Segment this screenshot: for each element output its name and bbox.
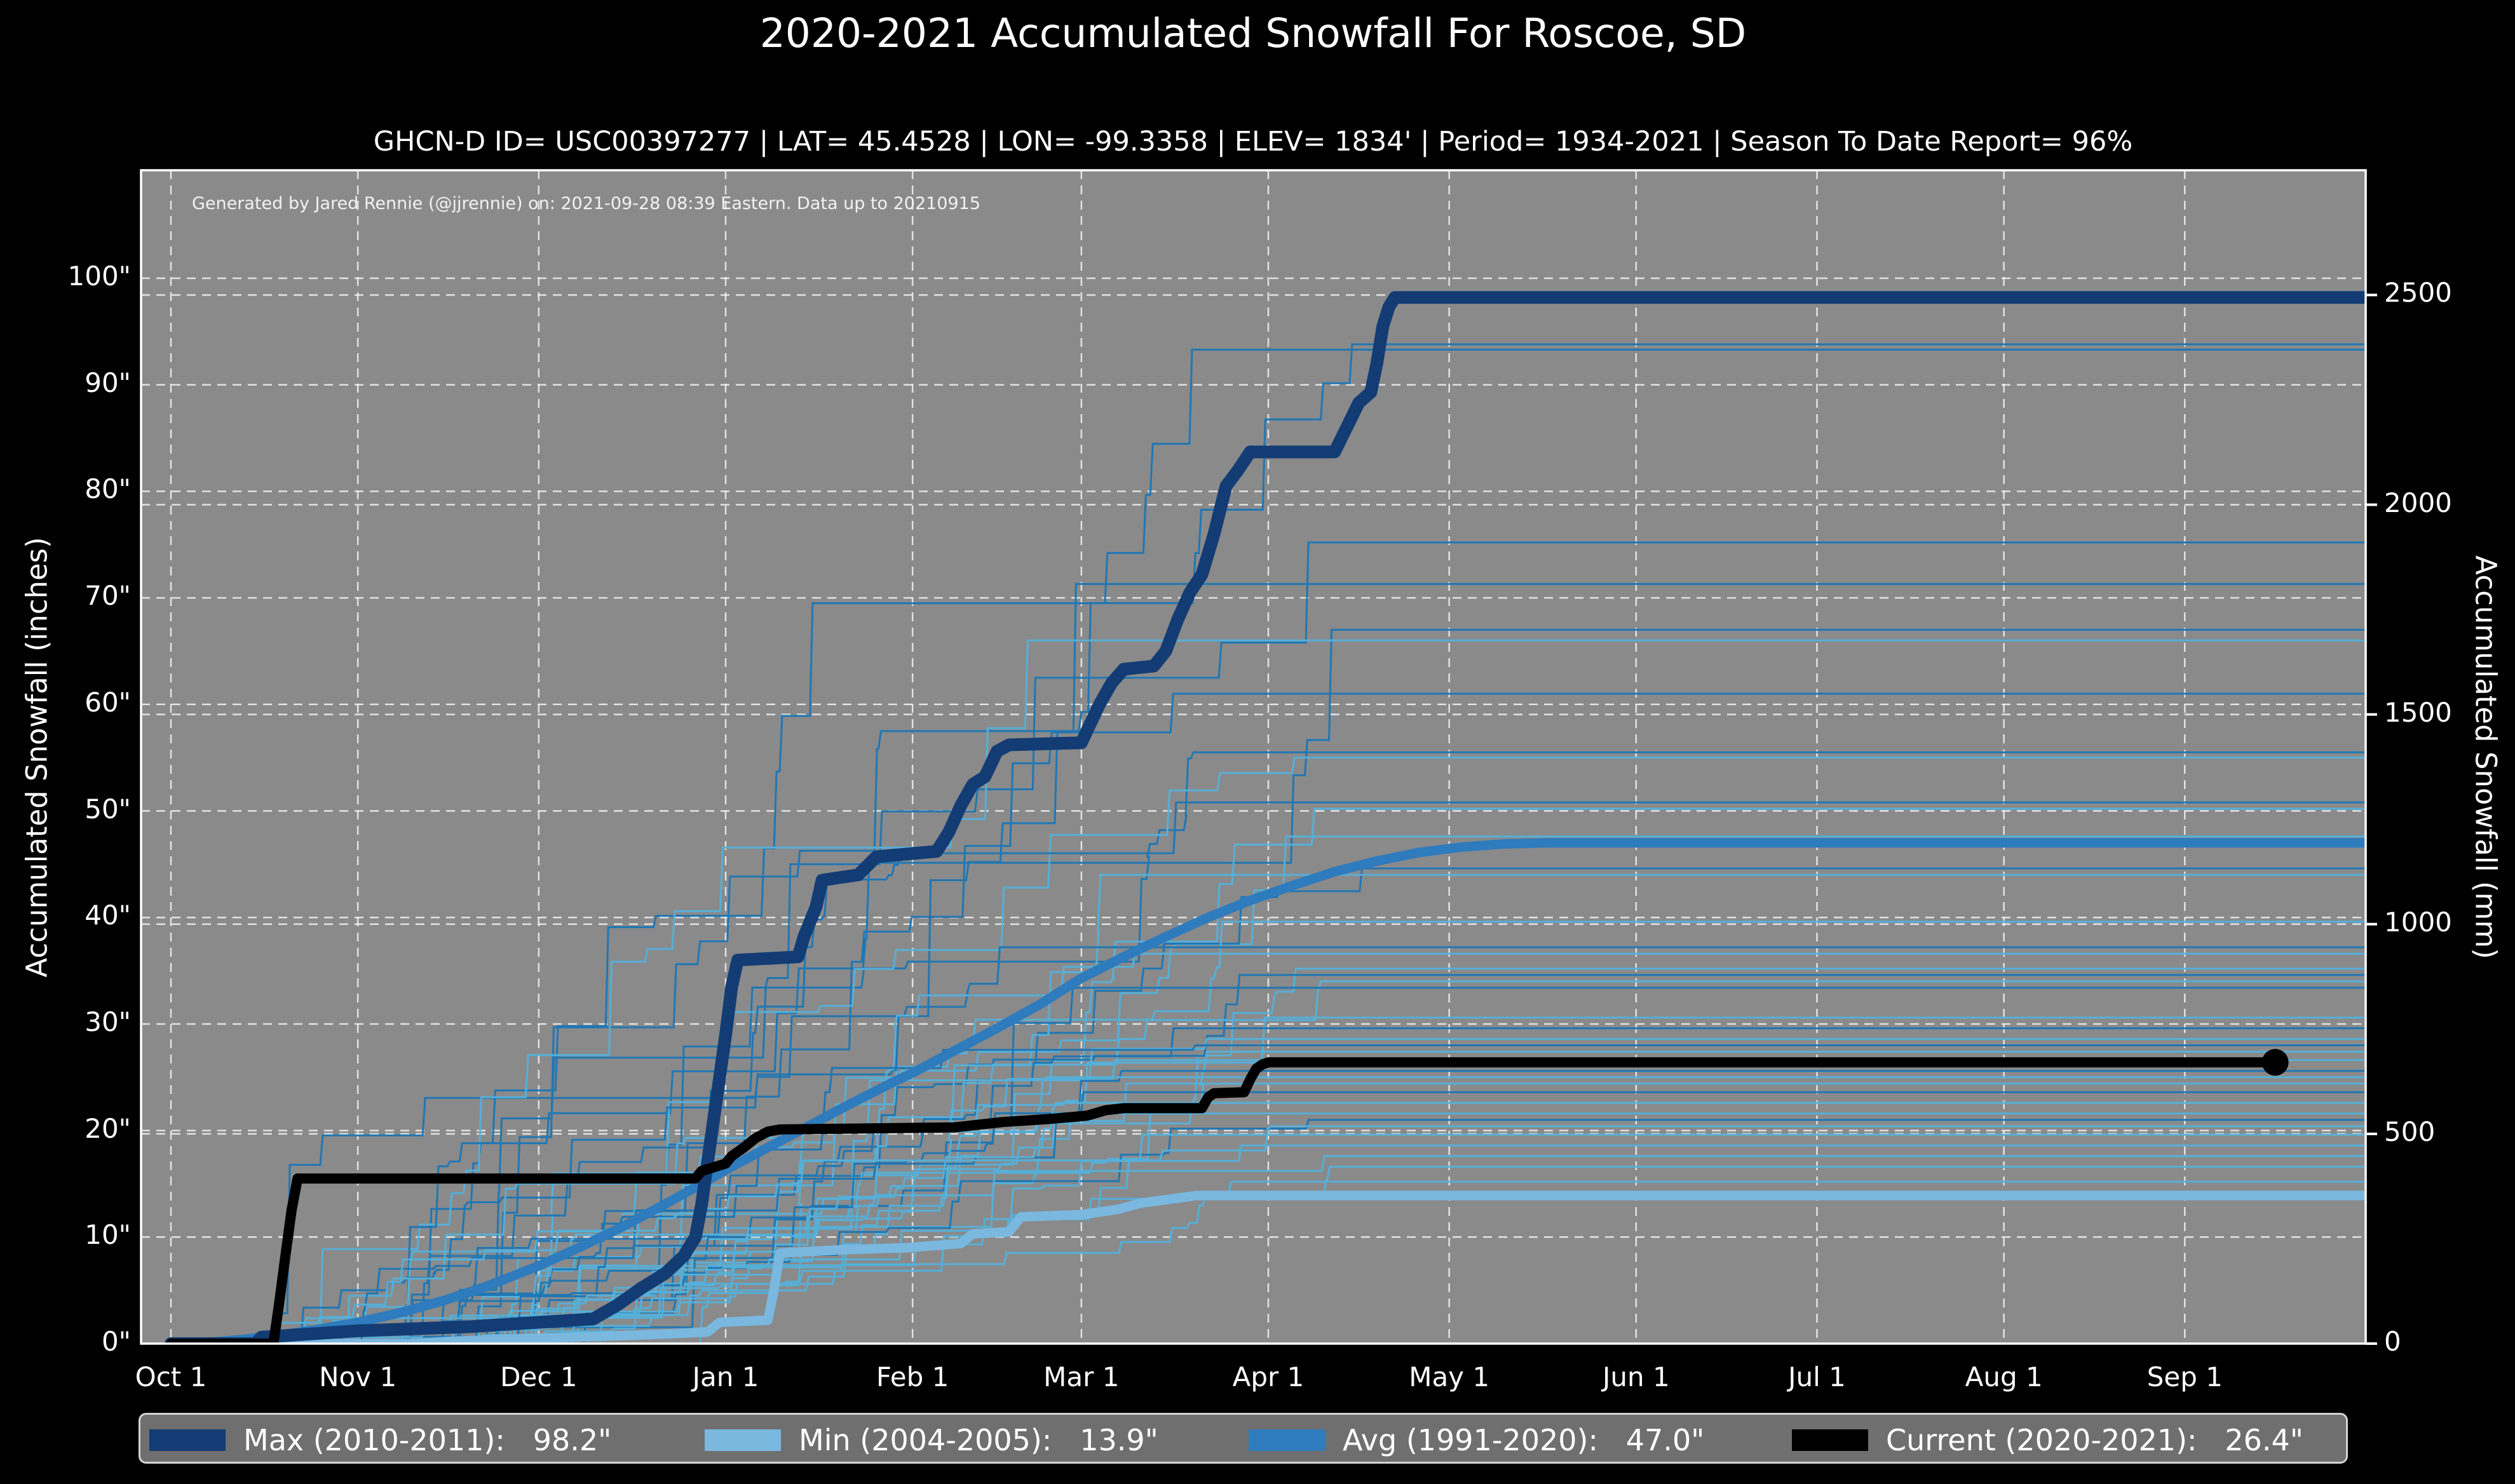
legend-label-min: Min (2004-2005): 13.9" bbox=[799, 1423, 1158, 1457]
y-axis-right-title: Accumulated Snowfall (mm) bbox=[2469, 555, 2503, 959]
x-tick-Nov-1: Nov 1 bbox=[319, 1361, 397, 1393]
season-line-3 bbox=[171, 583, 2366, 1344]
legend-swatch-current bbox=[1792, 1429, 1868, 1451]
season-line-1 bbox=[171, 348, 2366, 1344]
y-left-tick-10: 10" bbox=[85, 1219, 131, 1251]
season-line-9 bbox=[171, 801, 2366, 1344]
y-left-tick-70: 70" bbox=[85, 580, 131, 612]
x-tick-Oct-1: Oct 1 bbox=[135, 1361, 207, 1393]
season-line-18 bbox=[171, 974, 2366, 1344]
legend-swatch-avg bbox=[1249, 1429, 1325, 1451]
x-tick-Apr-1: Apr 1 bbox=[1232, 1361, 1305, 1393]
season-line-0 bbox=[171, 343, 2366, 1344]
y-right-tick-1000: 1000 bbox=[2384, 906, 2452, 938]
season-line-2 bbox=[171, 541, 2366, 1344]
y-right-tick-2000: 2000 bbox=[2384, 487, 2452, 518]
x-tick-Dec-1: Dec 1 bbox=[500, 1361, 578, 1393]
y-left-tick-60: 60" bbox=[85, 686, 131, 718]
y-right-tick-2500: 2500 bbox=[2384, 277, 2452, 309]
x-tick-May-1: May 1 bbox=[1409, 1361, 1490, 1393]
y-left-tick-50: 50" bbox=[85, 793, 131, 825]
x-tick-Sep-1: Sep 1 bbox=[2146, 1361, 2223, 1393]
legend-label-current: Current (2020-2021): 26.4" bbox=[1886, 1423, 2303, 1457]
x-tick-Feb-1: Feb 1 bbox=[876, 1361, 949, 1393]
season-line-30 bbox=[171, 1091, 2366, 1344]
plot-border bbox=[140, 169, 2367, 1345]
legend-label-avg: Avg (1991-2020): 47.0" bbox=[1343, 1423, 1705, 1457]
y-left-tick-100: 100" bbox=[67, 260, 131, 292]
season-line-26 bbox=[171, 1059, 2366, 1344]
season-line-14 bbox=[171, 921, 2366, 1344]
season-line-28 bbox=[171, 1076, 2366, 1344]
season-line-8 bbox=[171, 757, 2366, 1344]
series-line-min bbox=[166, 1191, 2366, 1344]
y-left-tick-30: 30" bbox=[85, 1006, 131, 1037]
season-line-38 bbox=[171, 1166, 2366, 1344]
y-right-tick-1500: 1500 bbox=[2384, 696, 2452, 728]
y-left-tick-0: 0" bbox=[101, 1326, 131, 1357]
legend-swatch-min bbox=[705, 1429, 781, 1451]
season-line-24 bbox=[171, 1044, 2366, 1344]
y-left-tick-80: 80" bbox=[85, 473, 131, 505]
y-left-tick-40: 40" bbox=[85, 900, 131, 931]
station-subtitle: GHCN-D ID= USC00397277 | LAT= 45.4528 | … bbox=[373, 126, 2133, 158]
x-tick-Jun-1: Jun 1 bbox=[1602, 1361, 1670, 1393]
y-right-tick-0: 0 bbox=[2384, 1326, 2401, 1357]
series-line-current bbox=[166, 1057, 2281, 1344]
y-left-tick-90: 90" bbox=[85, 367, 131, 398]
season-line-4 bbox=[171, 628, 2366, 1344]
x-tick-Mar-1: Mar 1 bbox=[1043, 1361, 1120, 1393]
x-tick-Jul-1: Jul 1 bbox=[1788, 1361, 1846, 1393]
x-tick-Aug-1: Aug 1 bbox=[1965, 1361, 2043, 1393]
x-tick-Jan-1: Jan 1 bbox=[692, 1361, 759, 1393]
season-line-35 bbox=[171, 1133, 2366, 1344]
series-line-avg bbox=[166, 838, 2366, 1344]
legend-swatch-max bbox=[149, 1429, 226, 1451]
y-left-tick-20: 20" bbox=[85, 1112, 131, 1144]
y-right-tick-500: 500 bbox=[2384, 1116, 2436, 1147]
legend-label-max: Max (2010-2011): 98.2" bbox=[243, 1423, 612, 1457]
season-line-5 bbox=[171, 639, 2366, 1344]
main-series bbox=[165, 291, 2366, 1344]
series-end-marker-current bbox=[2261, 1049, 2289, 1076]
season-line-34 bbox=[171, 1125, 2366, 1344]
page-title: 2020-2021 Accumulated Snowfall For Rosco… bbox=[759, 10, 1747, 57]
generated-by-annotation: Generated by Jared Rennie (@jjrennie) on… bbox=[192, 194, 981, 213]
season-line-32 bbox=[171, 1112, 2366, 1344]
series-line-max bbox=[165, 291, 2366, 1344]
legend: Max (2010-2011): 98.2" Min (2004-2005): … bbox=[139, 1413, 2348, 1464]
